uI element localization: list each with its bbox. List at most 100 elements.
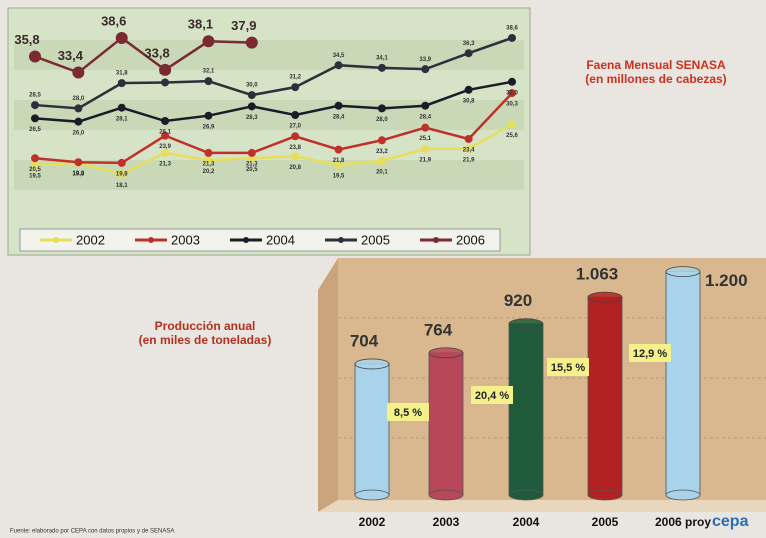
value-label: 28,3 (246, 115, 258, 121)
point (421, 101, 430, 110)
back-wall (338, 258, 766, 500)
point (161, 131, 170, 140)
point (421, 65, 430, 74)
legend-marker (243, 237, 249, 243)
point (421, 123, 430, 132)
value-label: 32,1 (203, 69, 215, 75)
point (377, 104, 386, 113)
point (29, 50, 41, 63)
point (377, 136, 386, 145)
point (161, 148, 170, 157)
legend-marker (53, 237, 59, 243)
value-label: 23,4 (463, 148, 475, 154)
value-label: 38,6 (506, 26, 518, 32)
bar-subtitle: (en miles de toneladas) (139, 333, 272, 347)
point (117, 170, 126, 179)
point (31, 160, 39, 169)
point (204, 111, 213, 120)
point (334, 145, 343, 154)
bar-top (508, 318, 544, 330)
value-label: 21,3 (246, 161, 258, 167)
value-label: 38,6 (101, 13, 126, 28)
line-subtitle: (en millones de cabezas) (585, 72, 726, 86)
bar-base (508, 489, 544, 501)
point (464, 49, 473, 58)
point (291, 152, 300, 161)
point (421, 144, 430, 153)
legend-label: 2004 (266, 232, 295, 247)
point (204, 156, 213, 165)
value-label: 21,3 (159, 161, 171, 167)
point (247, 102, 256, 111)
value-label: 28,4 (333, 114, 345, 120)
point (31, 154, 39, 163)
value-label: 33,8 (144, 45, 169, 60)
line-title: Faena Mensual SENASA (586, 58, 726, 72)
value-label: 20,2 (203, 169, 215, 175)
value-label: 19,9 (73, 171, 85, 177)
bar-title: Producción anual (155, 319, 256, 333)
point (115, 31, 128, 44)
x-tick-label: 2003 (433, 515, 460, 529)
band (14, 100, 524, 130)
bar-top (665, 266, 701, 278)
x-tick-label: 2002 (359, 515, 386, 529)
point (464, 85, 473, 94)
value-label: 36,3 (463, 41, 475, 47)
value-label: 21,3 (203, 161, 215, 167)
x-tick-label: 2005 (592, 515, 619, 529)
value-label: 20,5 (29, 167, 41, 173)
bar-base (587, 489, 623, 501)
point (74, 158, 83, 167)
value-label: 19,5 (29, 173, 41, 179)
value-label: 28,0 (73, 96, 85, 102)
series-line (34, 36, 513, 110)
value-label: 35,8 (14, 32, 39, 47)
point (31, 101, 39, 110)
bar-top (587, 291, 623, 303)
value-label: 34,5 (333, 53, 345, 59)
value-label: 23,8 (289, 145, 301, 151)
value-label: 32,0 (506, 90, 518, 96)
point (161, 78, 170, 87)
value-label: 34,1 (376, 55, 388, 61)
value-label: 33,9 (419, 57, 431, 63)
value-label: 1.200 (705, 271, 748, 290)
point (377, 156, 386, 165)
value-label: 28,4 (419, 114, 431, 120)
value-label: 18,1 (116, 183, 128, 189)
point (204, 148, 213, 157)
point (74, 117, 83, 126)
line-panel (7, 7, 531, 256)
value-label: 38,1 (188, 17, 213, 32)
annotation-box (387, 403, 429, 421)
logo: cepa (712, 513, 749, 530)
value-label: 20,5 (246, 167, 258, 173)
value-label: 23,2 (376, 149, 388, 155)
series-line (34, 36, 252, 74)
point (245, 36, 258, 49)
point (334, 160, 343, 169)
point (377, 63, 386, 72)
bar-base (354, 489, 390, 501)
x-tick-label: 2006 proy (655, 515, 711, 529)
value-label: 28,0 (376, 117, 388, 123)
point (464, 144, 473, 153)
value-label: 28,5 (29, 93, 41, 99)
point (508, 33, 516, 42)
point (117, 103, 126, 112)
value-label: 19,8 (116, 171, 128, 177)
point (117, 158, 126, 167)
band (14, 160, 524, 190)
legend-marker (148, 237, 154, 243)
annotation: 15,5 % (551, 362, 585, 374)
source: Fuente: elaborado por CEPA con datos pro… (10, 529, 174, 535)
point (291, 111, 300, 120)
value-label: 21,9 (419, 158, 431, 164)
point (161, 117, 170, 126)
point (117, 79, 126, 88)
legend-label: 2006 (456, 232, 485, 247)
value-label: 27,0 (289, 124, 301, 130)
value-label: 26,1 (159, 130, 171, 136)
